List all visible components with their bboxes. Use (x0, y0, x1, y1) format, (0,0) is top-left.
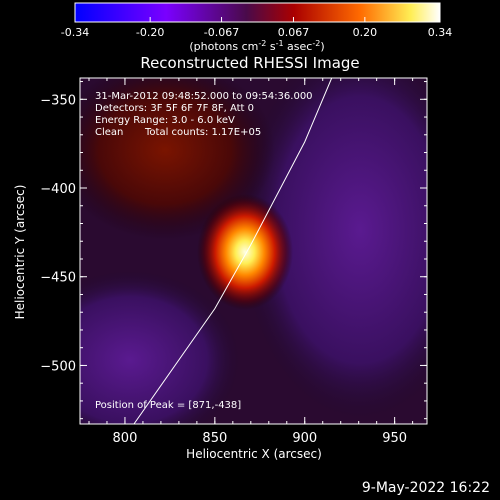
y-tick-label: −400 (40, 182, 76, 197)
chart-title: Reconstructed RHESSI Image (140, 54, 359, 72)
x-tick-label: 850 (202, 431, 227, 446)
x-axis: 800 850 900 950 (88, 78, 414, 446)
annotation-detectors: Detectors: 3F 5F 6F 7F 8F, Att 0 (95, 103, 254, 114)
annotation-energy: Energy Range: 3.0 - 6.0 keV (95, 115, 235, 126)
colorbar-tick-label: 0.34 (428, 26, 453, 39)
x-tick-label: 800 (113, 431, 138, 446)
solar-limb-line (133, 78, 333, 424)
x-axis-label: Heliocentric X (arcsec) (186, 447, 322, 461)
y-axis: −350 −400 −450 −500 (40, 81, 427, 420)
y-tick-label: −500 (40, 359, 76, 374)
peak-source (197, 194, 293, 310)
annotation-counts: Total counts: 1.17E+05 (144, 127, 261, 138)
x-tick-label: 900 (292, 431, 317, 446)
purple-emission-right (240, 78, 427, 420)
colorbar-tick-label: 0.20 (353, 26, 378, 39)
plot-frame (79, 77, 428, 425)
colorbar-tick-label: -0.067 (204, 26, 239, 39)
y-axis-label: Heliocentric Y (arcsec) (13, 185, 27, 320)
colorbar-ticks: -0.34 -0.20 -0.067 0.067 0.20 0.34 (61, 17, 452, 39)
colorbar-tick-label: -0.20 (136, 26, 164, 39)
heatmap-image (80, 78, 427, 424)
colorbar-gradient (75, 3, 440, 22)
annotation-clean: Clean (95, 127, 123, 138)
annotations: 31-Mar-2012 09:48:52.000 to 09:54:36.000… (95, 91, 313, 411)
footer-date: 9-May-2022 16:22 (361, 480, 490, 496)
annotation-time: 31-Mar-2012 09:48:52.000 to 09:54:36.000 (95, 91, 313, 102)
colorbar-frame (74, 2, 441, 23)
colorbar-tick-label: 0.067 (278, 26, 310, 39)
y-tick-label: −350 (40, 93, 76, 108)
colorbar-tick-label: -0.34 (61, 26, 89, 39)
colorbar: -0.34 -0.20 -0.067 0.067 0.20 0.34 (photons c… (61, 2, 452, 53)
purple-emission-left (80, 270, 240, 424)
y-tick-label: −450 (40, 271, 76, 286)
colorbar-units: (photons cm-2 s-1 asec-2) (189, 39, 324, 53)
x-tick-label: 950 (382, 431, 407, 446)
annotation-peak: Position of Peak = [871,-438] (95, 400, 241, 411)
